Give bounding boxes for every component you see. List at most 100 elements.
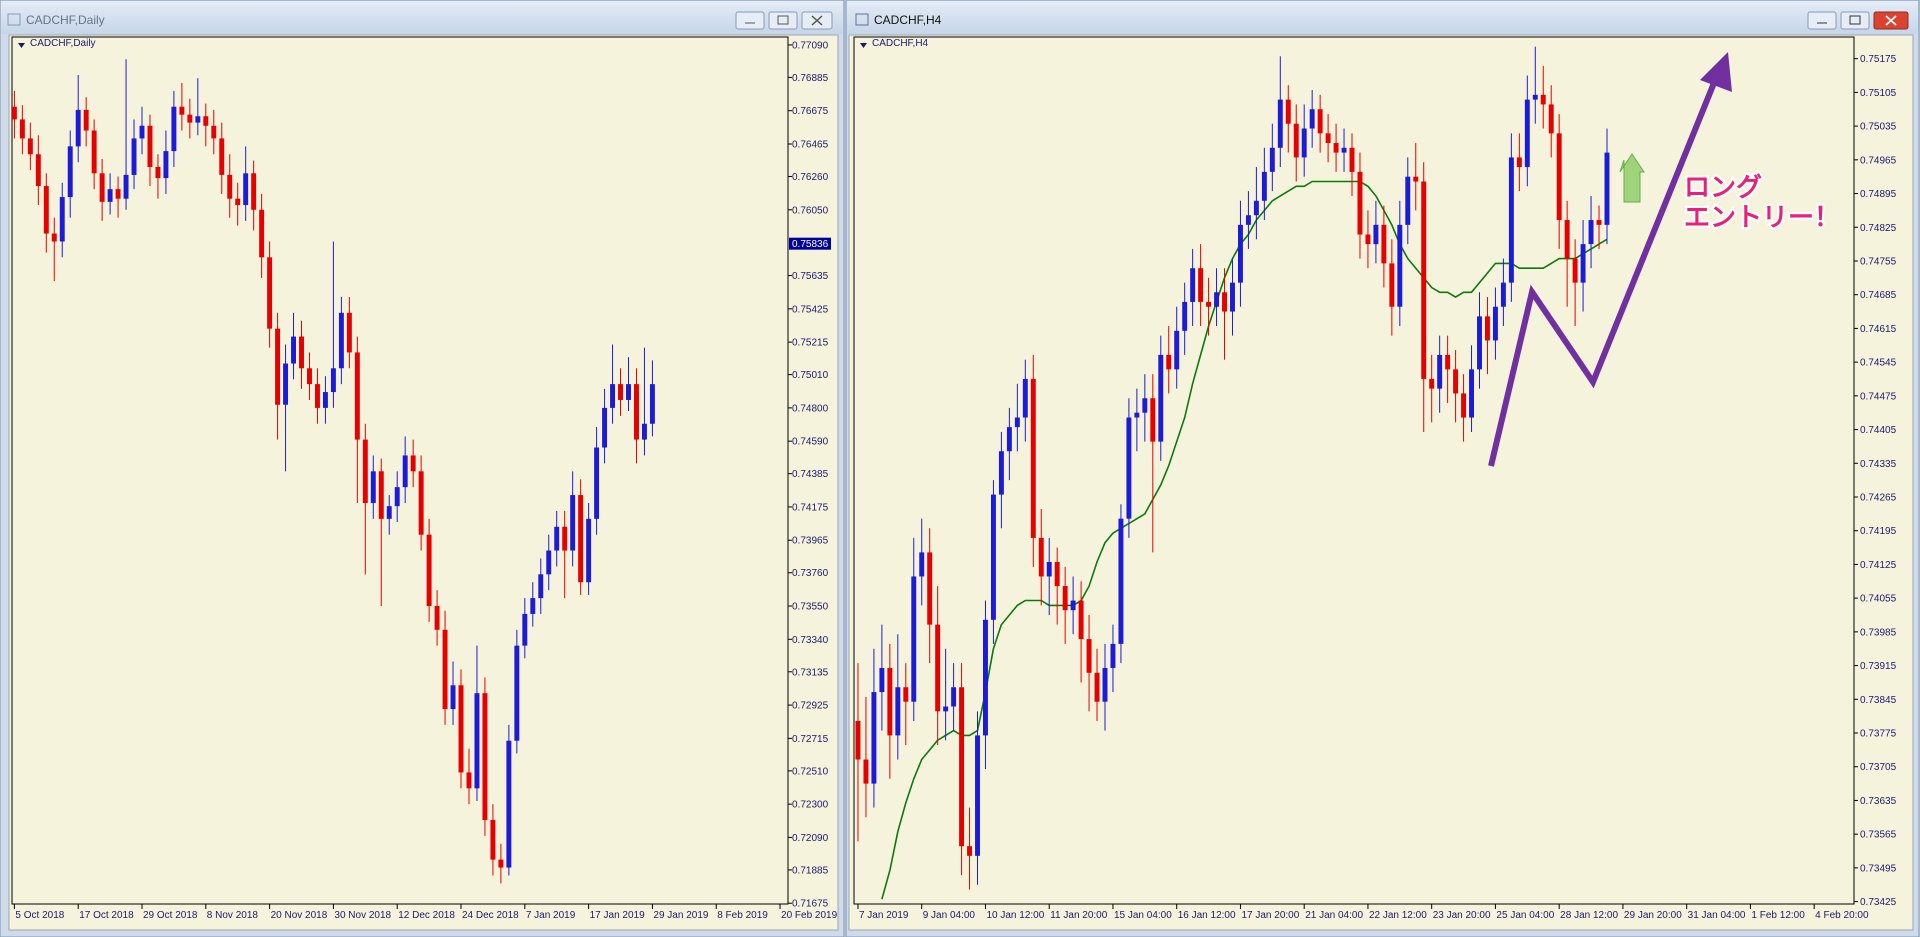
annotation-layer: ロング エントリー！ — [1488, 52, 1842, 467]
purple-arrow-head — [1700, 52, 1732, 92]
y-tick-label: 0.75035 — [1860, 122, 1897, 133]
x-tick-label: 1 Feb 12:00 — [1751, 910, 1805, 921]
title-bar[interactable] — [1, 1, 843, 34]
candle-body — [123, 174, 129, 199]
minimize-button[interactable] — [735, 11, 765, 30]
y-tick-label: 0.73495 — [1860, 863, 1897, 874]
x-tick-label: 4 Feb 20:00 — [1815, 910, 1869, 921]
candle-body — [251, 173, 257, 210]
candle-body — [394, 487, 400, 507]
candle-body — [131, 138, 137, 175]
x-tick-label: 11 Jan 20:00 — [1050, 910, 1108, 921]
y-tick-label: 0.76260 — [792, 172, 829, 183]
candle-body — [322, 392, 328, 408]
title-bar[interactable] — [847, 1, 1918, 34]
candle-body — [498, 859, 504, 868]
chart-label: CADCHF,H4 — [872, 38, 929, 49]
candle-body — [219, 138, 225, 175]
candle-body — [474, 693, 480, 789]
candle-body — [450, 685, 456, 710]
candle-body — [967, 846, 973, 856]
maximize-button[interactable] — [768, 11, 798, 30]
candle-body — [562, 526, 568, 551]
x-tick-label: 17 Jan 2019 — [590, 910, 645, 921]
candle-body — [362, 439, 368, 503]
x-tick-label: 7 Jan 2019 — [859, 910, 909, 921]
candle-body — [35, 154, 41, 186]
candle-body — [1309, 109, 1315, 129]
y-tick-label: 0.73340 — [792, 635, 829, 646]
candle-body — [267, 257, 273, 329]
y-tick-label: 0.74265 — [1860, 492, 1897, 503]
candle-body — [187, 114, 193, 123]
candle-body — [1094, 672, 1100, 702]
y-tick-label: 0.72925 — [792, 701, 829, 712]
y-tick-label: 0.74895 — [1860, 189, 1897, 200]
window-title: CADCHF,Daily — [26, 13, 105, 27]
moving-average — [881, 180, 1608, 900]
y-tick-label: 0.75635 — [792, 271, 829, 282]
candle-body — [434, 606, 440, 630]
candle-body — [1373, 224, 1379, 245]
candle-body — [1174, 330, 1180, 370]
candle-body — [879, 667, 885, 693]
y-tick-label: 0.72090 — [792, 833, 829, 844]
y-tick-label: 0.74590 — [792, 437, 829, 448]
candle-body — [466, 772, 472, 789]
candle-body — [1572, 258, 1578, 283]
x-tick-label: 25 Jan 04:00 — [1496, 910, 1554, 921]
candle-body — [919, 552, 925, 577]
window-h4[interactable]: CADCHF,H4 CADCHF,H4 — [845, 0, 1920, 937]
green-up-arrow — [1619, 153, 1645, 203]
candle-body — [1118, 518, 1124, 644]
y-tick-label: 0.76675 — [792, 106, 829, 117]
candle-body — [1142, 398, 1148, 413]
window-daily[interactable]: CADCHF,Daily CADCHF,Daily — [0, 0, 845, 937]
y-tick-label: 0.74965 — [1860, 155, 1897, 166]
x-tick-label: 8 Feb 2019 — [717, 910, 768, 921]
candle-body — [235, 198, 241, 206]
y-tick-label: 0.74175 — [792, 502, 829, 513]
candle-body — [1237, 224, 1243, 283]
y-tick-label: 0.73985 — [1860, 627, 1897, 638]
candle-body — [1548, 104, 1554, 134]
candle-body — [59, 197, 65, 242]
candle-body — [402, 455, 408, 488]
candle-body — [570, 495, 576, 551]
x-tick-label: 12 Dec 2018 — [398, 910, 455, 921]
menu-triangle[interactable] — [860, 43, 867, 48]
y-tick-label: 0.73550 — [792, 602, 829, 613]
y-tick-label: 0.72715 — [792, 734, 829, 745]
minimize-button[interactable] — [1807, 11, 1837, 30]
x-tick-label: 20 Feb 2019 — [781, 910, 838, 921]
candle-body — [1166, 354, 1172, 370]
candle-body — [506, 740, 512, 868]
y-tick-label: 0.71885 — [792, 865, 829, 876]
candle-body — [1134, 412, 1140, 418]
candle-body — [1381, 224, 1387, 264]
candle-body — [1532, 94, 1538, 100]
menu-triangle[interactable] — [18, 43, 25, 48]
candle-body — [1453, 369, 1459, 394]
candle-body — [594, 447, 600, 519]
candle-body — [1429, 378, 1435, 389]
candle-body — [1038, 537, 1044, 577]
maximize-button[interactable] — [1840, 11, 1870, 30]
candle-body — [1397, 224, 1403, 307]
candle-body — [179, 106, 185, 115]
candle-body — [1022, 378, 1028, 418]
candle-body — [641, 423, 647, 440]
candle-body — [586, 518, 592, 583]
y-tick-label: 0.75215 — [792, 338, 829, 349]
candle-body — [1604, 152, 1610, 225]
x-tick-label: 29 Oct 2018 — [143, 910, 198, 921]
y-tick-label: 0.73425 — [1860, 897, 1897, 908]
candle-body — [1182, 301, 1188, 331]
candle-body — [171, 106, 177, 152]
candle-body — [1357, 171, 1363, 235]
y-tick-label: 0.74405 — [1860, 425, 1897, 436]
candle-body — [67, 146, 73, 198]
candle-body — [1078, 600, 1084, 640]
